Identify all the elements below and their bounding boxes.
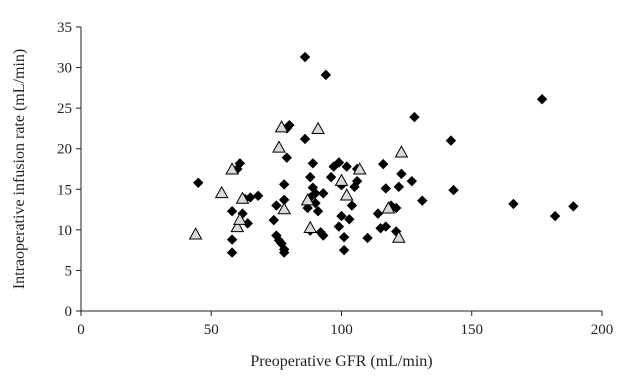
y-tick-label: 30 [57, 61, 72, 77]
y-tick-label: 15 [57, 182, 72, 198]
triangle-point [352, 162, 367, 175]
triangle-point [394, 145, 409, 158]
diamond-point [325, 171, 337, 183]
diamond-point [276, 238, 287, 249]
diamond-point [284, 119, 295, 131]
diamond-point [448, 184, 459, 196]
triangle-point [214, 185, 229, 199]
y-tick-label: 20 [57, 142, 72, 158]
diamond-point [380, 183, 391, 194]
y-axis-ticks: 0 5 10 15 20 25 30 35 [57, 20, 81, 320]
triangle-point [274, 120, 289, 133]
diamond-point [380, 221, 391, 232]
triangle-point [188, 227, 203, 240]
triangle-point [381, 201, 396, 214]
data-points [188, 51, 579, 258]
diamond-point [278, 179, 290, 190]
diamond-point [271, 200, 282, 211]
diamond-point [333, 221, 345, 232]
diamond-point [338, 244, 350, 256]
triangle-point [272, 140, 286, 153]
triangle-point [230, 219, 245, 233]
x-axis-title: Preoperative GFR (mL/min) [250, 353, 432, 370]
triangle-point [339, 188, 354, 201]
diamond-point [409, 111, 420, 123]
diamond-point [226, 247, 238, 258]
diamond-point [362, 232, 373, 244]
diamond-point [445, 135, 457, 146]
triangle-point [391, 230, 406, 243]
diamond-point [333, 157, 345, 168]
diamond-point [341, 161, 352, 172]
diamond-point [271, 230, 282, 241]
triangle-point [334, 173, 349, 186]
diamond-point [320, 69, 332, 81]
x-tick-label: 0 [77, 322, 85, 338]
diamond-point [346, 200, 358, 211]
diamond-point [318, 188, 329, 199]
x-tick-label: 50 [204, 322, 219, 338]
diamond-point [391, 202, 402, 214]
triangle-point [225, 162, 239, 175]
diamond-point [406, 175, 418, 187]
diamond-point [193, 177, 204, 188]
x-axis-ticks: 0 50 100 150 200 [77, 311, 613, 338]
y-tick-label: 5 [65, 263, 73, 279]
diamond-point [226, 234, 238, 245]
diamond-point [393, 181, 405, 193]
diamond-point [278, 194, 290, 206]
diamond-point [336, 210, 347, 222]
diamond-point [568, 201, 579, 212]
diamond-point [344, 214, 355, 225]
triangle-point [303, 220, 318, 233]
y-tick-label: 0 [65, 304, 73, 320]
diamond-point [281, 152, 292, 163]
diamond-point [310, 197, 321, 209]
diamond-point [299, 51, 311, 63]
y-tick-label: 25 [57, 101, 72, 117]
diamond-point [396, 168, 407, 180]
diamond-point [245, 192, 256, 203]
diamond-point [299, 133, 311, 145]
y-axis-title: Intraoperative infusion rate (mL/min) [11, 49, 28, 289]
diamond-point [377, 158, 389, 170]
triangle-point [300, 193, 315, 206]
diamond-point [307, 158, 319, 169]
triangle-point [235, 191, 250, 204]
diamond-point [417, 195, 428, 206]
diamond-point [305, 171, 316, 183]
y-tick-label: 35 [57, 20, 72, 36]
diamond-point [278, 247, 290, 258]
x-tick-label: 150 [461, 322, 484, 338]
x-tick-label: 100 [330, 322, 353, 338]
triangle-point [233, 212, 247, 225]
diamond-point [351, 175, 363, 187]
diamond-point [372, 208, 384, 219]
diamond-point [508, 198, 519, 210]
diamond-point [338, 231, 350, 243]
diamond-point [318, 230, 329, 241]
x-tick-label: 200 [591, 322, 614, 338]
diamond-point [252, 190, 264, 201]
diamond-point [310, 188, 321, 199]
diamond-point [242, 218, 253, 229]
diamond-point [226, 205, 238, 217]
diamond-point [312, 205, 324, 217]
diamond-point [268, 214, 279, 226]
triangle-point [311, 121, 325, 134]
diamond-point [536, 94, 548, 105]
diamond-point [549, 210, 561, 222]
y-tick-label: 10 [57, 223, 72, 239]
triangle-point [277, 202, 292, 215]
diamond-point [234, 158, 246, 169]
